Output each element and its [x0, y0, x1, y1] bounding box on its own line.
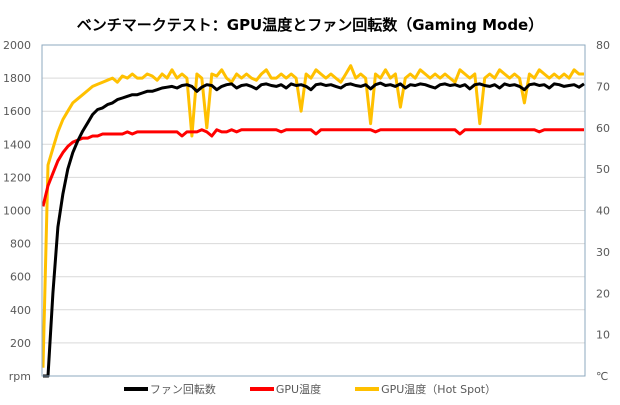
legend-item: ファン回転数 [123, 381, 216, 397]
legend-swatch [123, 387, 148, 391]
legend-swatch [355, 387, 380, 391]
y-left-tick-label: 1600 [3, 105, 31, 118]
y-right-tick-label: 70 [596, 80, 610, 93]
series-line-0 [43, 81, 585, 378]
y-left-tick-label: 1000 [3, 205, 31, 218]
y-left-tick-label: 600 [10, 271, 31, 284]
legend-label: ファン回転数 [149, 383, 216, 396]
legend-label: GPU温度 [275, 383, 322, 396]
y-left-tick-label: 1200 [3, 171, 31, 184]
y-left-tick-label: 400 [10, 304, 31, 317]
y-right-tick-label: 50 [596, 163, 610, 176]
y-left-tick-label: rpm [9, 370, 31, 383]
y-left-tick-label: 200 [10, 337, 31, 350]
y-right-tick-label: 40 [596, 205, 610, 218]
series-line-1 [41, 128, 584, 207]
chart-title: ベンチマークテスト：GPU温度とファン回転数（Gaming Mode） [76, 16, 544, 34]
y-right-tick-label: 30 [596, 246, 610, 259]
y-right-tick-label: 10 [596, 329, 610, 342]
y-left-tick-label: 1800 [3, 72, 31, 85]
plot-area-border [41, 44, 586, 377]
legend: ファン回転数 GPU温度 GPU温度（Hot Spot） [0, 381, 620, 397]
y-right-tick-label: 80 [596, 39, 610, 52]
y-left-tick-label: 1400 [3, 138, 31, 151]
y-left-tick-label: 800 [10, 238, 31, 251]
y-right-tick-label: 20 [596, 287, 610, 300]
legend-label: GPU温度（Hot Spot） [381, 383, 497, 396]
y-right-tick-label: ℃ [596, 370, 608, 383]
series-line-2 [41, 64, 584, 368]
legend-swatch [249, 387, 274, 391]
y-right-tick-label: 60 [596, 122, 610, 135]
legend-item: GPU温度（Hot Spot） [355, 381, 496, 397]
y-left-tick-label: 2000 [3, 39, 31, 52]
legend-item: GPU温度 [249, 381, 322, 397]
